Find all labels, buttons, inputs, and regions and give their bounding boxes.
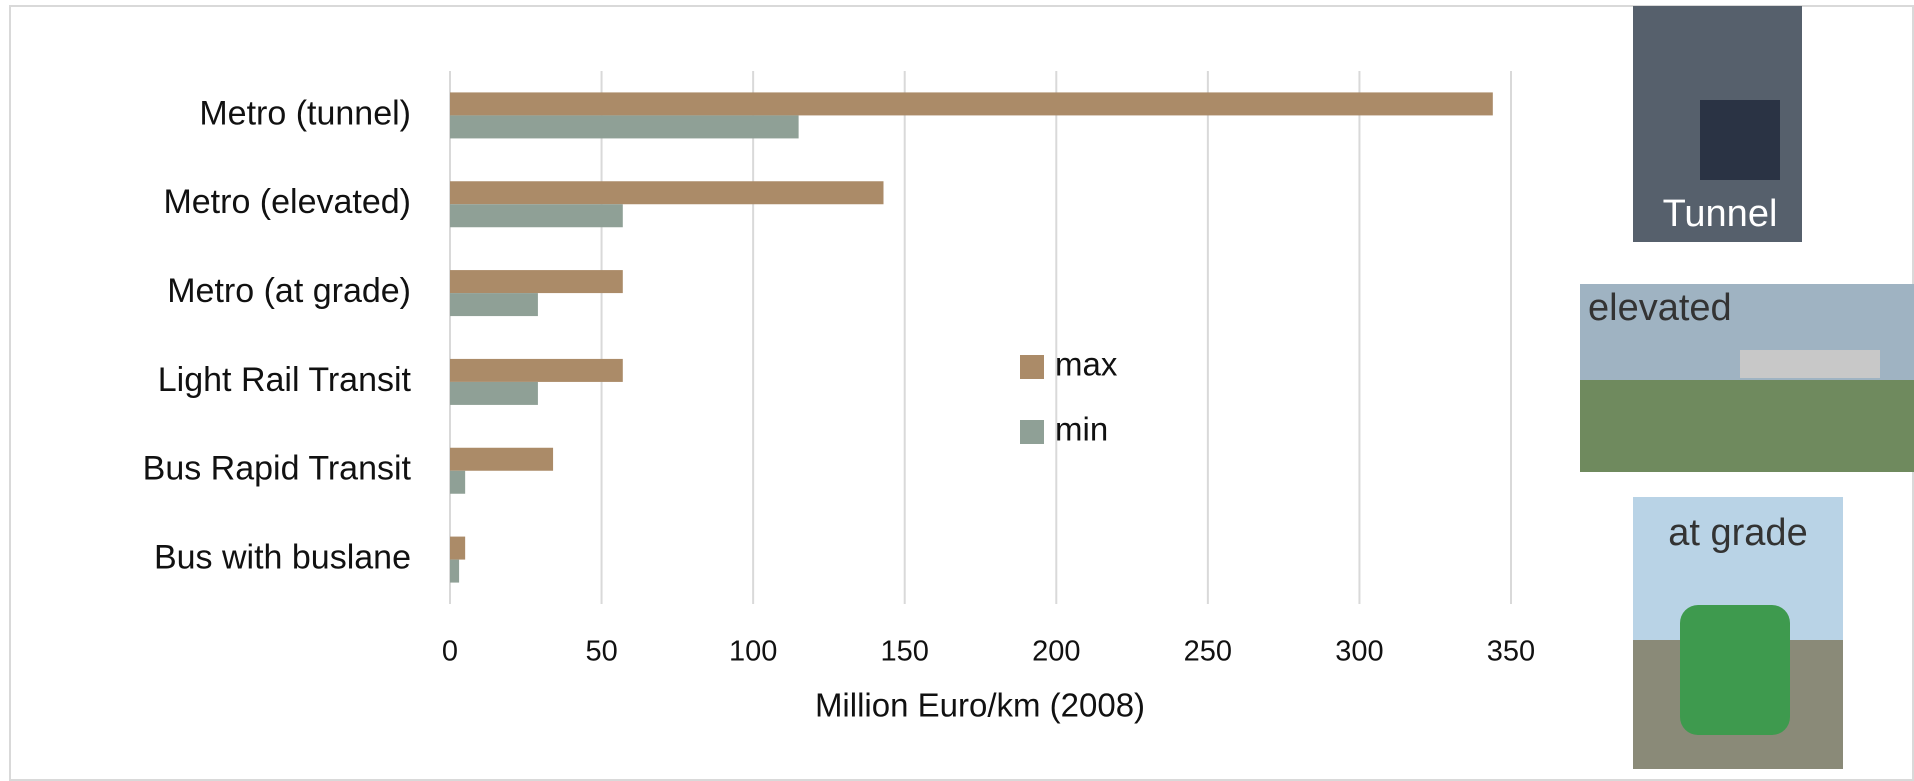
x-tick-label: 150: [881, 636, 929, 668]
bar: [450, 559, 460, 583]
photo-label: Tunnel: [1663, 193, 1778, 235]
photo-at-grade: [1633, 497, 1843, 769]
x-tick-label: 350: [1487, 636, 1535, 668]
bar: [450, 536, 466, 560]
photo-label: elevated: [1588, 287, 1732, 329]
bar: [450, 447, 554, 471]
x-axis-title: Million Euro/km (2008): [815, 687, 1145, 724]
bar: [450, 115, 799, 139]
legend-swatch: [1020, 355, 1044, 379]
x-tick-label: 100: [729, 636, 777, 668]
bar: [450, 381, 538, 405]
bar: [450, 92, 1493, 116]
y-tick-label: Light Rail Transit: [158, 361, 412, 399]
x-tick-label: 250: [1184, 636, 1232, 668]
bar: [450, 270, 623, 294]
photo-detail: [1580, 380, 1914, 472]
y-tick-label: Metro (elevated): [163, 183, 411, 221]
y-tick-label: Metro (tunnel): [199, 94, 411, 132]
bar: [450, 358, 623, 382]
x-tick-label: 200: [1032, 636, 1080, 668]
x-tick-label: 0: [442, 636, 458, 668]
bar: [450, 204, 623, 228]
photo-elevated: [1580, 284, 1914, 472]
bar: [450, 181, 884, 205]
photo-detail: [1740, 350, 1880, 378]
x-tick-label: 300: [1335, 636, 1383, 668]
x-tick-label: 50: [585, 636, 617, 668]
bar: [450, 293, 538, 317]
y-tick-label: Metro (at grade): [167, 272, 411, 310]
bar: [450, 470, 466, 494]
legend-label: max: [1055, 346, 1118, 383]
photo-tunnel: [1633, 6, 1802, 242]
y-tick-label: Bus Rapid Transit: [143, 450, 412, 488]
photo-label: at grade: [1668, 512, 1807, 554]
photo-detail: [1700, 100, 1780, 180]
legend-swatch: [1020, 420, 1044, 444]
y-tick-label: Bus with buslane: [154, 539, 411, 577]
legend-label: min: [1055, 411, 1108, 448]
photo-detail: [1680, 605, 1790, 735]
